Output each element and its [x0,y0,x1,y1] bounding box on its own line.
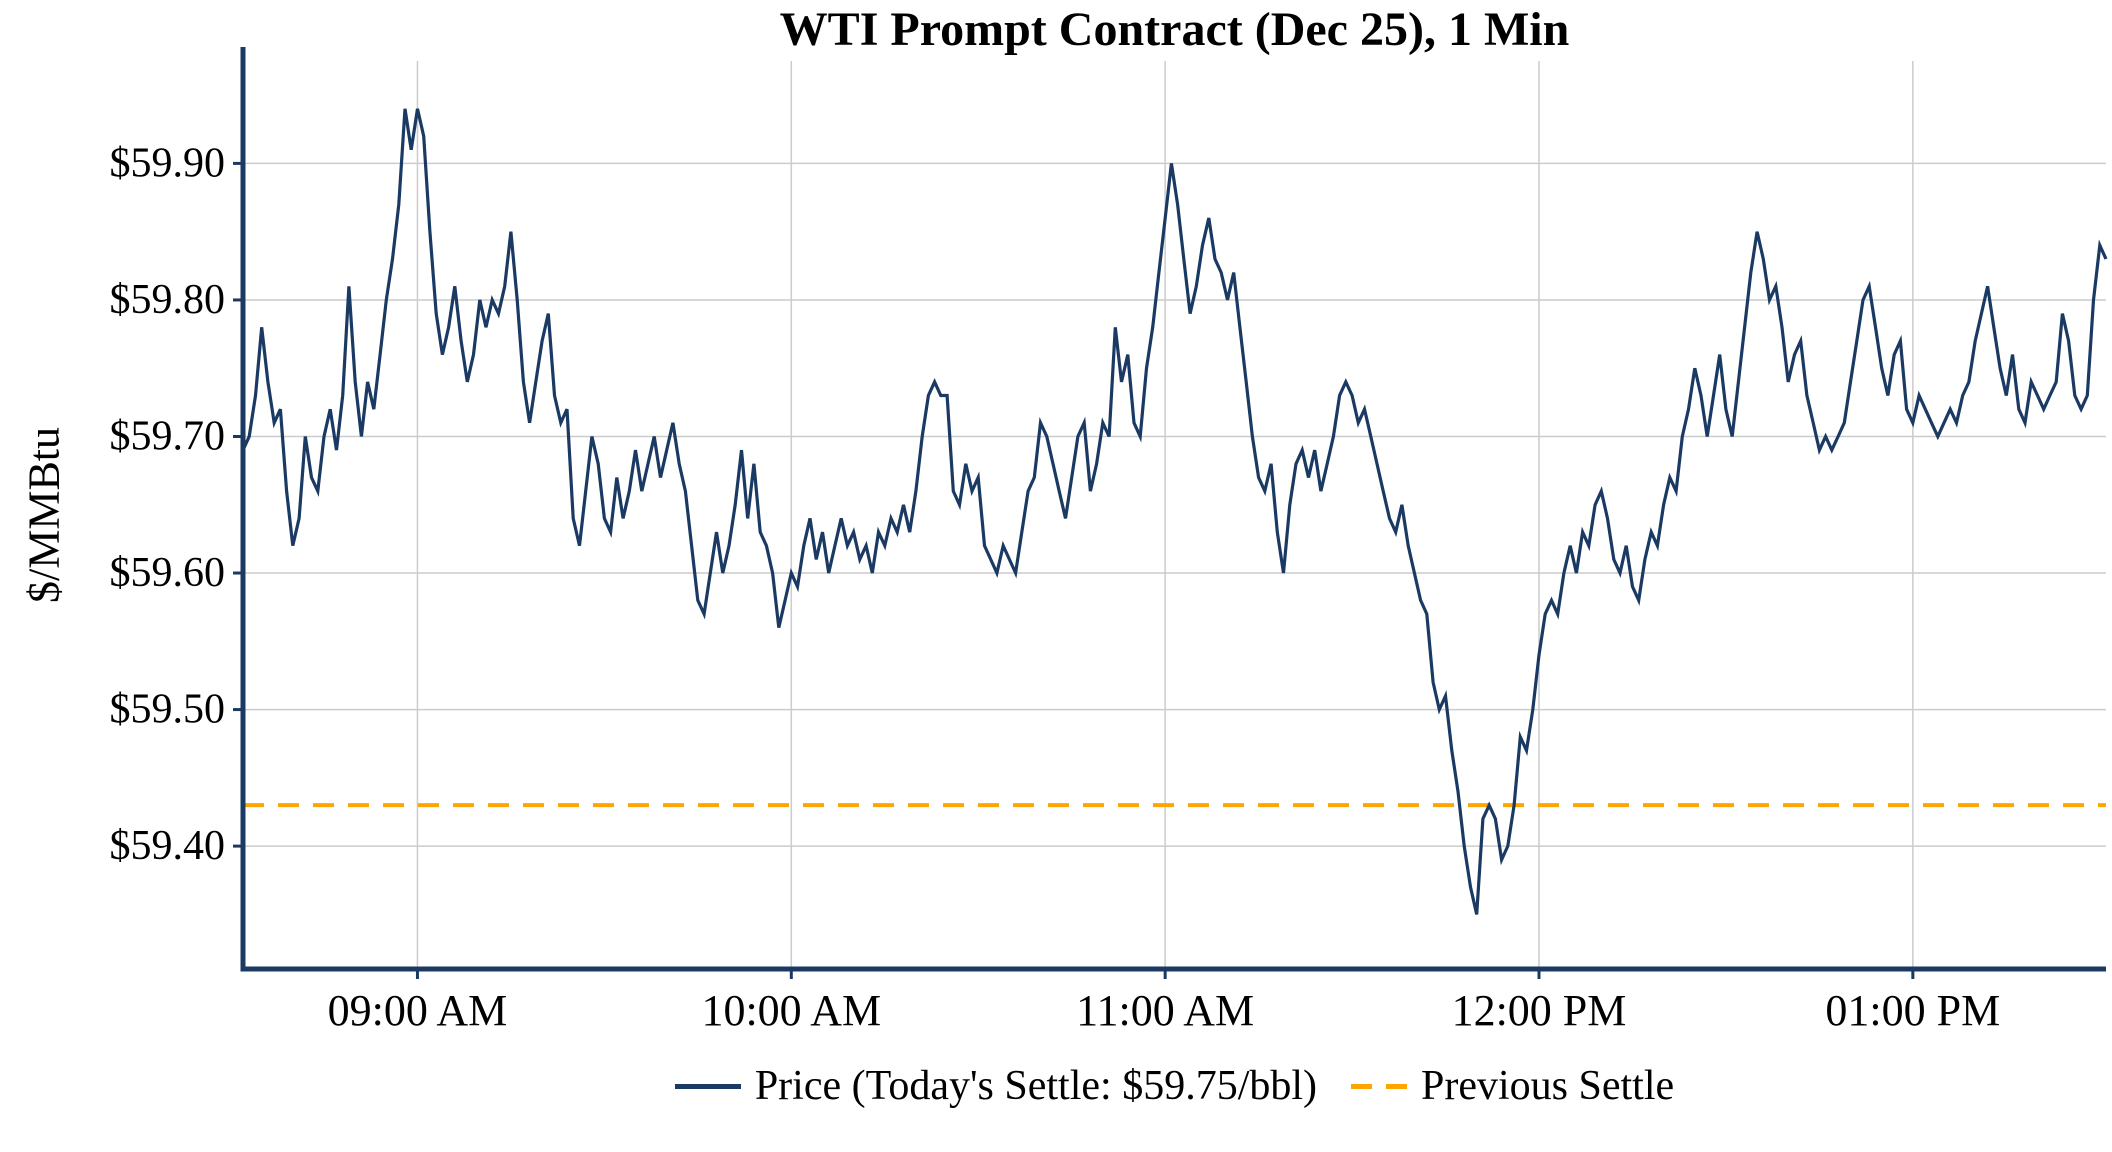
y-tick-label: $59.90 [110,140,226,186]
y-tick-label: $59.50 [110,687,226,733]
x-tick-label: 01:00 PM [1825,986,2000,1035]
y-tick-label: $59.60 [110,550,226,596]
y-tick-label: $59.70 [110,413,226,459]
x-tick-label: 09:00 AM [328,986,508,1035]
x-tick-label: 12:00 PM [1452,986,1627,1035]
price-line-legend-sample [674,1083,741,1089]
chart-title: WTI Prompt Contract (Dec 25), 1 Min [779,3,1570,56]
legend-price-label: Price (Today's Settle: $59.75/bbl) [754,1063,1318,1109]
legend: Price (Today's Settle: $59.75/bbl) Previ… [243,1062,2106,1110]
legend-previous-settle-label: Previous Settle [1421,1063,1675,1109]
price-line [241,108,2108,915]
previous-settle-legend-sample [1351,1083,1408,1089]
y-tick-label: $59.80 [110,277,226,323]
y-tick-label: $59.40 [110,823,226,869]
x-tick-label: 11:00 AM [1076,986,1254,1035]
x-tick-label: 10:00 AM [701,986,881,1035]
